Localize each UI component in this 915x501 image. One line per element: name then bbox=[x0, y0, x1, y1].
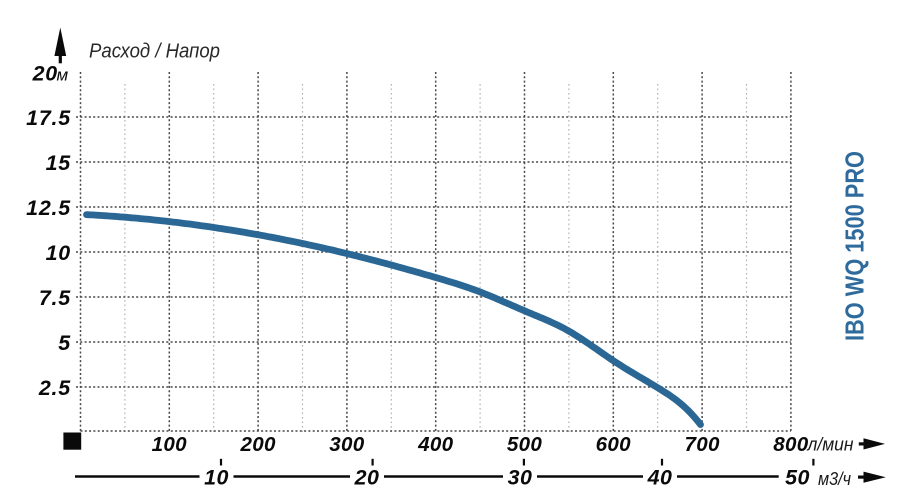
svg-text:м3/ч: м3/ч bbox=[818, 469, 851, 489]
svg-text:20: 20 bbox=[32, 62, 58, 86]
svg-text:200: 200 bbox=[239, 433, 276, 456]
svg-text:17.5: 17.5 bbox=[26, 106, 71, 130]
svg-text:2.5: 2.5 bbox=[38, 376, 71, 400]
svg-text:20: 20 bbox=[354, 466, 380, 490]
svg-text:Расход / Напор: Расход / Напор bbox=[89, 41, 220, 63]
svg-text:IBO WQ 1500 PRO: IBO WQ 1500 PRO bbox=[840, 151, 870, 341]
svg-text:500: 500 bbox=[507, 433, 543, 456]
svg-text:600: 600 bbox=[596, 433, 632, 456]
svg-text:15: 15 bbox=[46, 151, 72, 175]
svg-text:м: м bbox=[57, 66, 69, 85]
svg-text:400: 400 bbox=[417, 433, 454, 456]
svg-text:50: 50 bbox=[785, 466, 810, 490]
svg-text:10: 10 bbox=[204, 466, 229, 490]
svg-text:7.5: 7.5 bbox=[39, 286, 71, 310]
svg-text:10: 10 bbox=[46, 241, 71, 265]
svg-text:12.5: 12.5 bbox=[26, 196, 71, 220]
svg-text:40: 40 bbox=[647, 466, 673, 490]
svg-text:5: 5 bbox=[58, 331, 71, 355]
svg-text:100: 100 bbox=[152, 433, 188, 456]
svg-text:л/мин: л/мин bbox=[807, 435, 854, 455]
svg-text:300: 300 bbox=[329, 433, 365, 456]
svg-text:30: 30 bbox=[508, 466, 533, 490]
svg-text:700: 700 bbox=[684, 433, 720, 456]
svg-text:800: 800 bbox=[773, 433, 809, 456]
